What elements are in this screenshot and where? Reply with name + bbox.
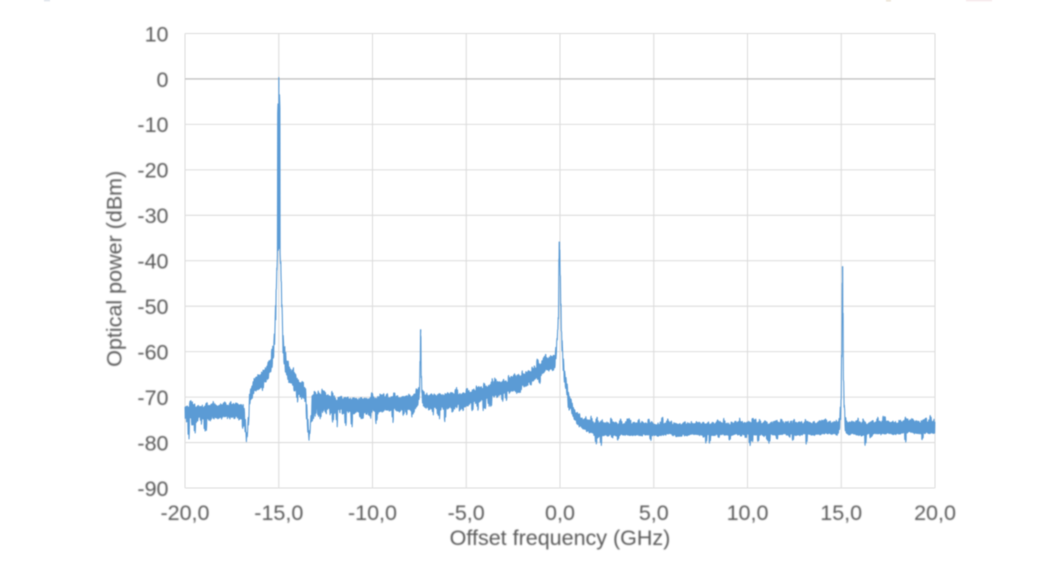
svg-text:Offset frequency (GHz): Offset frequency (GHz) bbox=[450, 526, 671, 550]
svg-text:-5,0: -5,0 bbox=[448, 501, 485, 525]
svg-text:0,0: 0,0 bbox=[545, 501, 575, 525]
svg-text:-20: -20 bbox=[137, 159, 168, 183]
svg-text:-30: -30 bbox=[137, 204, 168, 228]
svg-text:-60: -60 bbox=[137, 340, 168, 364]
svg-text:-90: -90 bbox=[137, 477, 168, 501]
svg-text:-50: -50 bbox=[137, 295, 168, 319]
svg-text:0: 0 bbox=[157, 68, 169, 92]
svg-text:-20,0: -20,0 bbox=[160, 501, 209, 525]
svg-text:10: 10 bbox=[145, 22, 169, 46]
svg-text:10,0: 10,0 bbox=[727, 501, 769, 525]
svg-text:-10,0: -10,0 bbox=[348, 501, 397, 525]
svg-text:Optical power (dBm): Optical power (dBm) bbox=[103, 171, 127, 367]
svg-text:15,0: 15,0 bbox=[820, 501, 862, 525]
svg-text:-70: -70 bbox=[137, 386, 168, 410]
svg-text:-40: -40 bbox=[137, 250, 168, 274]
svg-text:-15,0: -15,0 bbox=[254, 501, 303, 525]
svg-text:5,0: 5,0 bbox=[639, 501, 669, 525]
svg-text:-80: -80 bbox=[137, 431, 168, 455]
svg-text:20,0: 20,0 bbox=[914, 501, 956, 525]
svg-text:-10: -10 bbox=[137, 113, 168, 137]
